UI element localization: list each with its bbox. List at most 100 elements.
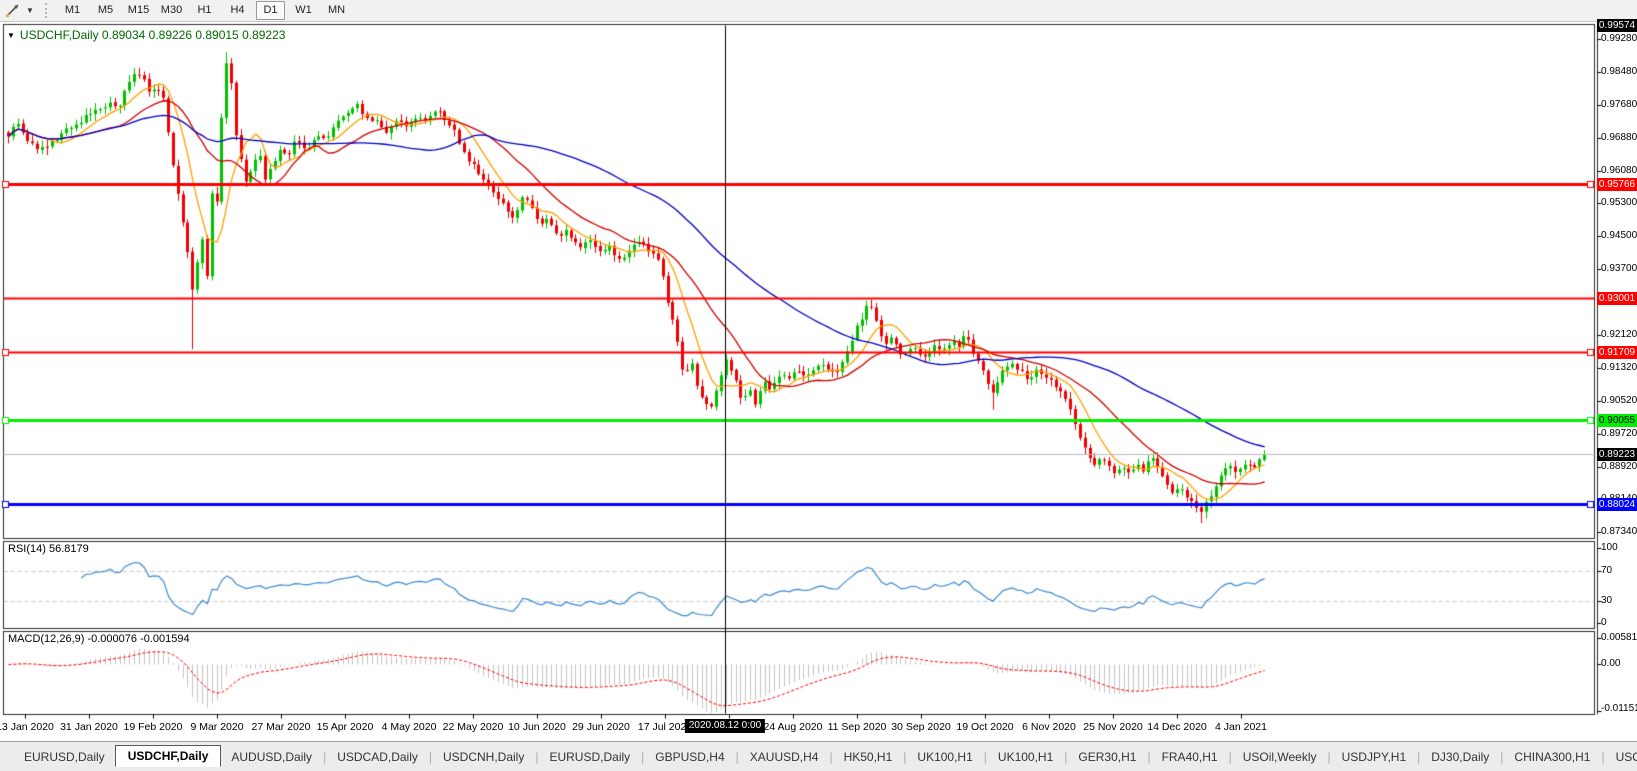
date-tick-label: 27 Mar 2020 bbox=[251, 721, 311, 733]
tab-separator: | bbox=[428, 749, 432, 764]
chart-tab[interactable]: AUDUSD,Daily bbox=[231, 749, 313, 764]
chart-tab[interactable]: USOil,Weekly bbox=[1242, 749, 1317, 764]
timeframe-buttons: M1 M5 M15 M30 H1 H4 D1 W1 MN bbox=[58, 1, 351, 20]
rsi-scale-label: 100 bbox=[1601, 542, 1618, 553]
price-tick-label: 0.91320 bbox=[1601, 361, 1637, 373]
line-tools-dropdown-icon[interactable]: ▼ bbox=[26, 6, 34, 15]
chart-title-text: USDCHF,Daily 0.89034 0.89226 0.89015 0.8… bbox=[19, 28, 286, 42]
chart-tab[interactable]: CHINA300,H1 bbox=[1514, 749, 1591, 764]
price-tick-label: 0.97680 bbox=[1601, 99, 1637, 111]
chart-tab[interactable]: XAUUSD,H4 bbox=[749, 749, 819, 764]
timeframe-button-mn[interactable]: MN bbox=[327, 4, 346, 16]
hline-price-label: 0.88024 bbox=[1597, 497, 1637, 511]
symbol-dropdown-icon[interactable]: ▼ bbox=[7, 31, 15, 40]
date-tick-label: 13 Jan 2020 bbox=[0, 721, 54, 733]
chart-canvas[interactable] bbox=[0, 0, 1637, 741]
date-tick-label: 15 Apr 2020 bbox=[316, 721, 374, 733]
price-tick-label: 0.89720 bbox=[1601, 427, 1637, 439]
tab-separator: | bbox=[735, 749, 739, 764]
chart-tab[interactable]: HK50,H1 bbox=[843, 749, 893, 764]
chart-tab[interactable]: USDJPY,H1 bbox=[1341, 749, 1407, 764]
date-tick-label: 4 Jan 2021 bbox=[1215, 721, 1267, 733]
price-tick-label: 0.94500 bbox=[1601, 230, 1637, 242]
date-tick-label: 9 Mar 2020 bbox=[190, 721, 244, 733]
date-tick-label: 6 Nov 2020 bbox=[1022, 721, 1076, 733]
price-tick-label: 0.95300 bbox=[1601, 197, 1637, 209]
rsi-scale-label: 0 bbox=[1601, 617, 1607, 628]
date-tick-label: 29 Jun 2020 bbox=[572, 721, 630, 733]
chart-title[interactable]: ▼ USDCHF,Daily 0.89034 0.89226 0.89015 0.… bbox=[7, 28, 285, 42]
chart-tab[interactable]: USDCNH,Daily bbox=[443, 749, 525, 764]
date-tick-label: 22 May 2020 bbox=[442, 721, 504, 733]
crosshair-date-label: 2020.08.12 0:00 bbox=[684, 719, 766, 733]
chart-tab[interactable]: EURUSD,Daily bbox=[549, 749, 631, 764]
date-tick-label: 14 Dec 2020 bbox=[1147, 721, 1207, 733]
price-tick-label: 0.96080 bbox=[1601, 165, 1637, 177]
chart-tab[interactable]: USDCAD,Daily bbox=[337, 749, 418, 764]
chart-tab[interactable]: USOil, bbox=[1615, 749, 1637, 764]
price-tick-label: 0.96880 bbox=[1601, 132, 1637, 144]
symbol-tabs: EURUSD,Daily USDCHF,Daily AUDUSD,Daily | USD… bbox=[14, 744, 1637, 768]
tab-separator: | bbox=[1228, 749, 1232, 764]
chart-tab[interactable]: DJ30,Daily bbox=[1431, 749, 1490, 764]
chart-tab[interactable]: UK100,H1 bbox=[997, 749, 1054, 764]
tab-separator: | bbox=[1327, 749, 1331, 764]
timeframe-button-w1[interactable]: W1 bbox=[295, 4, 312, 16]
timeframe-button-h1[interactable]: H1 bbox=[197, 4, 212, 16]
tab-separator: | bbox=[1064, 749, 1068, 764]
tab-separator: | bbox=[1417, 749, 1421, 764]
date-tick-label: 17 Jul 2020 bbox=[637, 721, 693, 733]
tab-separator: | bbox=[829, 749, 833, 764]
rsi-scale-label: 70 bbox=[1601, 564, 1613, 576]
chart-tab[interactable]: EURUSD,Daily bbox=[24, 749, 105, 764]
timeframe-button-m15[interactable]: M15 bbox=[127, 4, 150, 16]
chart-tab[interactable]: GBPUSD,H4 bbox=[655, 749, 725, 764]
tab-separator: | bbox=[1601, 749, 1605, 764]
date-tick-label: 10 Jun 2020 bbox=[508, 721, 566, 733]
timeframe-button-m30[interactable]: M30 bbox=[160, 4, 183, 16]
macd-indicator-label: MACD(12,26,9) -0.000076 -0.001594 bbox=[8, 633, 190, 645]
price-tick-label: 0.93700 bbox=[1601, 263, 1637, 275]
timeframe-toolbar: ▼ M1 M5 M15 M30 H1 H4 D1 W1 MN bbox=[0, 0, 1637, 22]
price-tick-label: 0.90520 bbox=[1601, 394, 1637, 406]
hline-price-label: 0.95766 bbox=[1597, 178, 1637, 192]
chart-tab[interactable]: FRA40,H1 bbox=[1161, 749, 1218, 764]
hline-price-label: 0.91709 bbox=[1597, 345, 1637, 359]
chart-tab[interactable]: UK100,H1 bbox=[917, 749, 973, 764]
axis-top-price-label: 0.99574 bbox=[1597, 19, 1637, 32]
macd-scale-label: -0.011514 bbox=[1601, 703, 1637, 714]
timeframe-button-d1[interactable]: D1 bbox=[256, 1, 285, 20]
chart-tab[interactable]: USDCHF,Daily bbox=[114, 744, 222, 767]
date-tick-label: 30 Sep 2020 bbox=[891, 721, 951, 733]
price-tick-label: 0.87340 bbox=[1601, 526, 1637, 537]
chart-tab[interactable]: GER30,H1 bbox=[1078, 749, 1137, 764]
price-tick-label: 0.88920 bbox=[1601, 460, 1637, 472]
tab-separator: | bbox=[535, 749, 539, 764]
tab-separator: | bbox=[641, 749, 645, 764]
tab-separator: | bbox=[1500, 749, 1504, 764]
macd-scale-label: 0.005818 bbox=[1601, 632, 1637, 644]
hline-price-label: 0.93001 bbox=[1597, 292, 1637, 306]
tab-separator: | bbox=[323, 749, 327, 764]
macd-scale-label: 0.00 bbox=[1601, 658, 1621, 669]
price-tick-label: 0.92120 bbox=[1601, 328, 1637, 340]
price-tick-label: 0.99280 bbox=[1601, 32, 1637, 44]
date-tick-label: 19 Oct 2020 bbox=[956, 721, 1014, 733]
tab-separator: | bbox=[983, 749, 987, 764]
timeframe-button-m1[interactable]: M1 bbox=[64, 4, 81, 16]
line-tools-icon[interactable] bbox=[3, 2, 23, 19]
date-tick-label: 19 Feb 2020 bbox=[123, 721, 183, 733]
symbol-tab-bar: EURUSD,Daily USDCHF,Daily AUDUSD,Daily | USD… bbox=[0, 741, 1637, 771]
date-tick-label: 31 Jan 2020 bbox=[60, 721, 118, 733]
date-tick-label: 25 Nov 2020 bbox=[1083, 721, 1143, 733]
date-tick-label: 11 Sep 2020 bbox=[827, 721, 887, 733]
tab-separator: | bbox=[1147, 749, 1151, 764]
hline-price-label: 0.90055 bbox=[1597, 413, 1637, 427]
timeframe-button-m5[interactable]: M5 bbox=[97, 4, 114, 16]
date-tick-label: 4 May 2020 bbox=[381, 721, 437, 733]
price-tick-label: 0.98480 bbox=[1601, 66, 1637, 78]
date-tick-label: 24 Aug 2020 bbox=[763, 721, 823, 733]
toolbar-grip[interactable] bbox=[45, 3, 52, 18]
timeframe-button-h4[interactable]: H4 bbox=[230, 4, 245, 16]
